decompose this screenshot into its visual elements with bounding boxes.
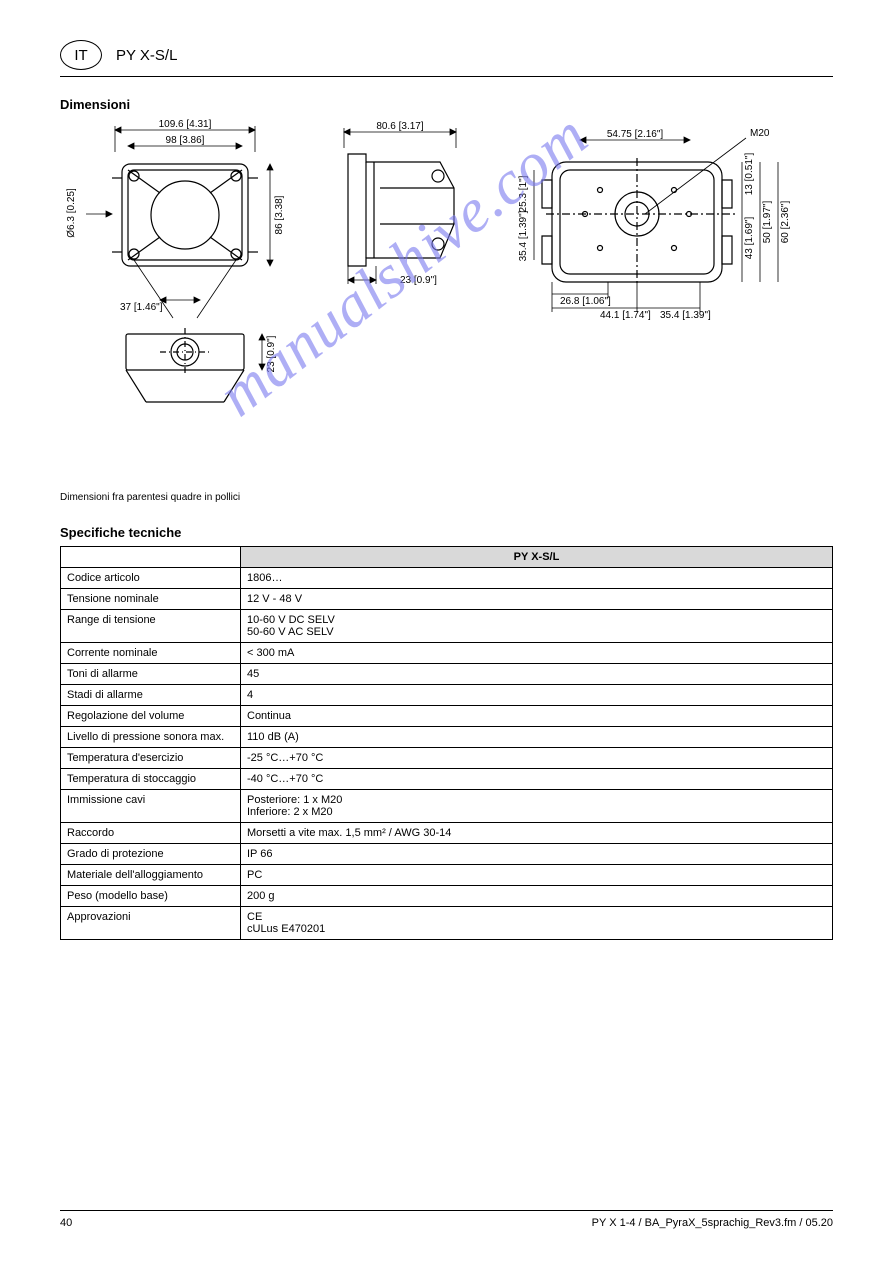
dim-front-h: 86 [3.38] — [274, 195, 285, 234]
dim-back-g: 13 [0.51"] — [744, 153, 755, 196]
spec-value: CE cULus E470201 — [241, 907, 833, 940]
table-row: Temperatura d'esercizio-25 °C…+70 °C — [61, 748, 833, 769]
spec-param: Temperatura di stoccaggio — [61, 769, 241, 790]
table-row: Materiale dell'alloggiamentoPC — [61, 865, 833, 886]
spec-param: Toni di allarme — [61, 664, 241, 685]
table-row: Temperatura di stoccaggio-40 °C…+70 °C — [61, 769, 833, 790]
table-row: Peso (modello base)200 g — [61, 886, 833, 907]
table-model-header: PY X-S/L — [241, 547, 833, 568]
spec-param: Temperatura d'esercizio — [61, 748, 241, 769]
spec-value: Continua — [241, 706, 833, 727]
spec-value: 45 — [241, 664, 833, 685]
table-row: Tensione nominale12 V - 48 V — [61, 589, 833, 610]
dim-front-outer-w: 109.6 [4.31] — [159, 119, 212, 130]
table-row: ApprovazioniCE cULus E470201 — [61, 907, 833, 940]
dim-back-f: 35.4 [1.39"] — [660, 310, 711, 321]
footer-docref: PY X 1-4 / BA_PyraX_5sprachig_Rev3.fm / … — [592, 1217, 833, 1229]
dim-front-offset: 37 [1.46"] — [120, 302, 163, 313]
spec-param: Codice articolo — [61, 568, 241, 589]
spec-param: Raccordo — [61, 823, 241, 844]
dim-side-base: 23 [0.9"] — [400, 275, 437, 286]
back-view-diagram: M20 54.75 [2.16"] — [490, 118, 810, 338]
table-row: Regolazione del volumeContinua — [61, 706, 833, 727]
spec-param: Corrente nominale — [61, 643, 241, 664]
spec-value: Morsetti a vite max. 1,5 mm² / AWG 30-14 — [241, 823, 833, 844]
dim-back-j: 60 [2.36"] — [780, 201, 791, 244]
spec-param: Regolazione del volume — [61, 706, 241, 727]
specs-heading: Specifiche tecniche — [60, 525, 833, 540]
spec-value: -25 °C…+70 °C — [241, 748, 833, 769]
table-row: Corrente nominale< 300 mA — [61, 643, 833, 664]
dim-back-note: M20 — [750, 128, 770, 139]
spec-param: Range di tensione — [61, 610, 241, 643]
spec-param: Immissione cavi — [61, 790, 241, 823]
spec-value: < 300 mA — [241, 643, 833, 664]
dimensions-section: Dimensioni 109.6 [4.31] 98 [3.86] — [60, 97, 833, 503]
diagram-row: 109.6 [4.31] 98 [3.86] — [60, 118, 833, 488]
dim-back-h: 43 [1.69"] — [744, 217, 755, 260]
spec-param: Grado di protezione — [61, 844, 241, 865]
table-row: Codice articolo1806… — [61, 568, 833, 589]
specs-table: PY X-S/L Codice articolo1806…Tensione no… — [60, 546, 833, 940]
spec-value: 10-60 V DC SELV 50-60 V AC SELV — [241, 610, 833, 643]
spec-value: -40 °C…+70 °C — [241, 769, 833, 790]
dim-back-d: 26.8 [1.06"] — [560, 296, 611, 307]
language-badge: IT — [60, 40, 102, 70]
dim-back-b: 25.3 [1"] — [518, 175, 529, 212]
page-footer: 40 PY X 1-4 / BA_PyraX_5sprachig_Rev3.fm… — [60, 1210, 833, 1229]
dim-back-c: 35.4 [1.39"] — [518, 210, 529, 261]
table-row: Range di tensione10-60 V DC SELV 50-60 V… — [61, 610, 833, 643]
side-view-diagram: 80.6 [3.17] 23 [0 — [320, 118, 480, 318]
spec-value: 12 V - 48 V — [241, 589, 833, 610]
spec-param: Stadi di allarme — [61, 685, 241, 706]
spec-value: 200 g — [241, 886, 833, 907]
table-row: Livello di pressione sonora max.110 dB (… — [61, 727, 833, 748]
dim-front-inner-w: 98 [3.86] — [166, 135, 205, 146]
dim-back-a: 54.75 [2.16"] — [607, 129, 664, 140]
dim-hole-dia: Ø6.3 [0.25] — [66, 188, 77, 238]
spec-param: Peso (modello base) — [61, 886, 241, 907]
specs-section: Specifiche tecniche PY X-S/L Codice arti… — [60, 525, 833, 940]
spec-value: 1806… — [241, 568, 833, 589]
dim-back-i: 50 [1.97"] — [762, 201, 773, 244]
spec-param: Approvazioni — [61, 907, 241, 940]
table-corner-cell — [61, 547, 241, 568]
spec-value: PC — [241, 865, 833, 886]
table-row: Immissione caviPosteriore: 1 x M20 Infer… — [61, 790, 833, 823]
dimensions-heading: Dimensioni — [60, 97, 833, 112]
spec-param: Tensione nominale — [61, 589, 241, 610]
spec-value: 110 dB (A) — [241, 727, 833, 748]
spec-param: Livello di pressione sonora max. — [61, 727, 241, 748]
table-row: Stadi di allarme4 — [61, 685, 833, 706]
language-code: IT — [74, 47, 87, 64]
table-row: Toni di allarme45 — [61, 664, 833, 685]
dim-back-e: 44.1 [1.74"] — [600, 310, 651, 321]
spec-value: 4 — [241, 685, 833, 706]
spec-param: Materiale dell'alloggiamento — [61, 865, 241, 886]
page-number: 40 — [60, 1217, 72, 1229]
spec-value: IP 66 — [241, 844, 833, 865]
dims-note: Dimensioni fra parentesi quadre in polli… — [60, 492, 833, 503]
table-row: RaccordoMorsetti a vite max. 1,5 mm² / A… — [61, 823, 833, 844]
model-title: PY X-S/L — [116, 47, 177, 64]
table-row: Grado di protezioneIP 66 — [61, 844, 833, 865]
dim-bottom-h: 23 [0.9"] — [266, 335, 277, 372]
page-header: IT PY X-S/L — [60, 40, 833, 77]
front-view-diagram: 109.6 [4.31] 98 [3.86] — [60, 118, 310, 488]
spec-value: Posteriore: 1 x M20 Inferiore: 2 x M20 — [241, 790, 833, 823]
dim-side-depth: 80.6 [3.17] — [376, 121, 423, 132]
